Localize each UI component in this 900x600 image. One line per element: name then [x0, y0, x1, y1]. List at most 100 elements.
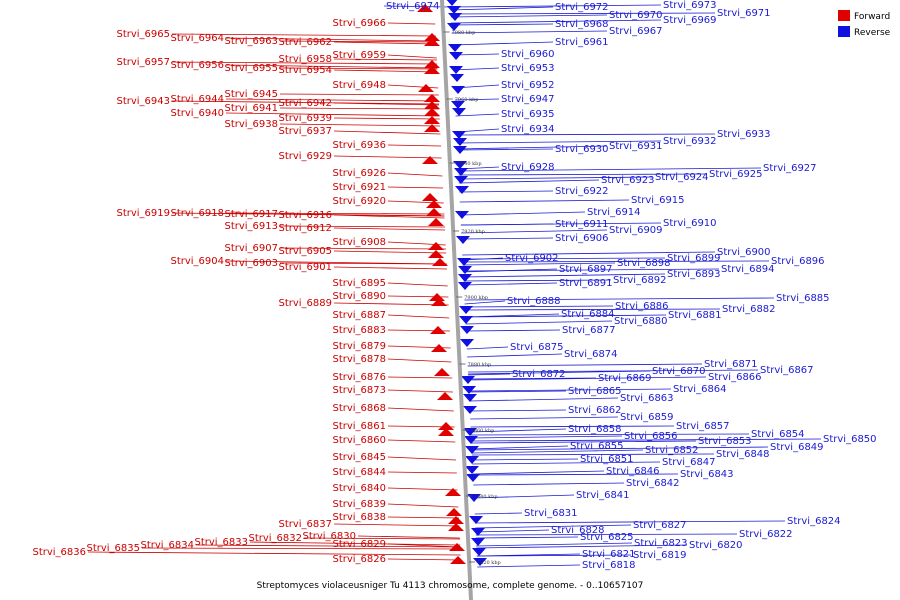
reverse-gene-label: Strvi_6896 — [771, 256, 825, 267]
forward-gene-label: Strvi_6945 — [224, 89, 278, 100]
reverse-gene-label: Strvi_6842 — [626, 478, 680, 489]
reverse-leader-line — [475, 533, 738, 536]
reverse-gene-feature — [449, 66, 463, 74]
forward-gene-label: Strvi_6860 — [332, 435, 386, 446]
reverse-gene-label: Strvi_6915 — [631, 195, 685, 206]
reverse-gene-feature — [463, 406, 477, 414]
reverse-leader-line — [467, 370, 651, 375]
reverse-gene-feature — [448, 13, 462, 21]
reverse-gene-label: Strvi_6934 — [501, 124, 555, 135]
reverse-leader-line — [454, 98, 500, 101]
forward-gene-label: Strvi_6901 — [278, 262, 332, 273]
forward-leader-line — [333, 102, 440, 106]
forward-gene-feature — [422, 193, 438, 201]
reverse-gene-label: Strvi_6821 — [582, 549, 636, 560]
reverse-gene-feature — [449, 52, 463, 60]
forward-gene-label: Strvi_6861 — [332, 421, 386, 432]
reverse-leader-line — [464, 300, 506, 305]
forward-gene-feature — [431, 344, 447, 352]
forward-leader-line — [171, 100, 439, 105]
forward-gene-label: Strvi_6839 — [332, 499, 386, 510]
forward-leader-line — [333, 227, 446, 231]
forward-gene-label: Strvi_6878 — [332, 354, 386, 365]
forward-gene-label: Strvi_6844 — [332, 467, 386, 478]
reverse-gene-label: Strvi_6909 — [609, 225, 663, 236]
forward-gene-label: Strvi_6840 — [332, 483, 386, 494]
forward-leader-line — [387, 84, 439, 89]
reverse-gene-label: Strvi_6970 — [609, 10, 663, 21]
forward-leader-line — [387, 186, 444, 189]
reverse-leader-line — [458, 167, 762, 172]
forward-leader-line — [333, 523, 460, 527]
reverse-gene-feature — [447, 23, 461, 31]
forward-gene-label: Strvi_6879 — [332, 341, 386, 352]
reverse-gene-label: Strvi_6880 — [614, 316, 668, 327]
reverse-gene-feature — [459, 316, 473, 324]
forward-leader-line — [387, 172, 443, 177]
forward-gene-feature — [445, 488, 461, 496]
reverse-leader-line — [463, 279, 612, 282]
forward-gene-label: Strvi_6954 — [278, 65, 332, 76]
reverse-gene-label: Strvi_6886 — [615, 301, 669, 312]
kbp-tick-label: 7940 kbp — [458, 161, 482, 167]
reverse-gene-label: Strvi_6841 — [576, 490, 630, 501]
reverse-gene-label: Strvi_6925 — [709, 169, 763, 180]
forward-gene-label: Strvi_6956 — [170, 60, 224, 71]
reverse-gene-label: Strvi_6935 — [501, 109, 555, 120]
reverse-gene-label: Strvi_6892 — [613, 275, 667, 286]
forward-gene-feature — [428, 242, 444, 250]
reverse-leader-line — [468, 376, 707, 381]
reverse-gene-label: Strvi_6967 — [609, 26, 663, 37]
forward-leader-line — [357, 535, 460, 539]
reverse-gene-label: Strvi_6952 — [501, 80, 555, 91]
reverse-leader-line — [455, 113, 500, 117]
reverse-gene-label: Strvi_6872 — [512, 369, 566, 380]
chromosome-axis — [440, 0, 473, 600]
reverse-gene-feature — [462, 386, 476, 394]
kbp-ticks: 7980 kbp 7960 kbp 7940 kbp 7920 kbp 7900 kbp… — [443, 30, 501, 566]
reverse-gene-label: Strvi_6828 — [551, 525, 605, 536]
forward-gene-label: Strvi_6883 — [332, 325, 386, 336]
reverse-leader-line — [470, 428, 567, 433]
reverse-gene-label: Strvi_6850 — [823, 434, 877, 445]
forward-leader-line — [387, 471, 457, 474]
forward-leader-line — [387, 389, 453, 393]
reverse-gene-label: Strvi_6972 — [555, 2, 609, 13]
reverse-leader-line — [453, 67, 500, 71]
forward-gene-label: Strvi_6940 — [170, 108, 224, 119]
forward-leader-line — [225, 37, 436, 42]
reverse-leader-line — [472, 458, 579, 461]
reverse-leader-line — [469, 397, 619, 402]
reverse-gene-label: Strvi_6822 — [739, 529, 793, 540]
reverse-gene-label: Strvi_6923 — [601, 175, 655, 186]
forward-gene-feature — [438, 422, 454, 430]
forward-gene-label: Strvi_6941 — [224, 103, 278, 114]
reverse-gene-feature — [455, 211, 469, 219]
reverse-leader-line — [470, 433, 750, 436]
reverse-gene-feature — [460, 339, 474, 347]
forward-gene-label: Strvi_6963 — [224, 36, 278, 47]
kbp-tick-label: 7900 kbp — [464, 295, 488, 301]
forward-leader-line — [279, 247, 447, 250]
reverse-leader-line — [474, 512, 523, 515]
reverse-leader-line — [466, 346, 509, 350]
reverse-gene-label: Strvi_6875 — [510, 342, 564, 353]
legend-forward-label: Forward — [854, 12, 890, 22]
reverse-leader-line — [458, 173, 708, 176]
reverse-leader-line — [457, 148, 554, 151]
forward-gene-feature — [417, 4, 433, 12]
reverse-gene-feature — [453, 146, 467, 154]
forward-gene-label: Strvi_6890 — [332, 291, 386, 302]
forward-gene-label: Strvi_6834 — [140, 540, 194, 551]
kbp-tick-label: 7960 kbp — [455, 97, 479, 103]
forward-leader-line — [333, 69, 438, 73]
reverse-gene-label: Strvi_6827 — [633, 520, 687, 531]
forward-leader-line — [279, 40, 437, 43]
reverse-gene-label: Strvi_6930 — [555, 144, 609, 155]
forward-gene-label: Strvi_6868 — [332, 403, 386, 414]
reverse-gene-label: Strvi_6871 — [704, 359, 758, 370]
reverse-gene-label: Strvi_6968 — [555, 19, 609, 30]
kbp-tick-label: 7980 kbp — [452, 30, 476, 36]
forward-leader-line — [303, 537, 460, 540]
reverse-leader-line — [467, 363, 703, 367]
